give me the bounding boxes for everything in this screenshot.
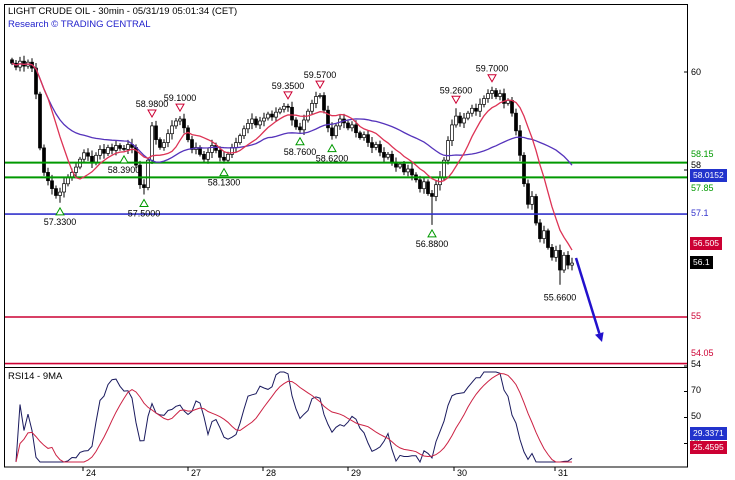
x-axis-label-29: 29 bbox=[351, 468, 362, 478]
svg-text:59.2600: 59.2600 bbox=[440, 85, 473, 95]
y-axis-tick-60: 60 bbox=[691, 67, 702, 77]
y-axis-tick-58: 58 bbox=[691, 160, 702, 170]
svg-text:58.9800: 58.9800 bbox=[136, 99, 169, 109]
rsi-panel-label: RSI14 - 9MA bbox=[8, 371, 63, 382]
x-axis-label-27: 27 bbox=[191, 468, 202, 478]
x-axis-label-30: 30 bbox=[457, 468, 468, 478]
svg-text:58.1300: 58.1300 bbox=[208, 178, 241, 188]
svg-text:55.6600: 55.6600 bbox=[544, 293, 577, 303]
svg-text:58.7600: 58.7600 bbox=[284, 147, 317, 157]
pivot-label-57-1: 57.1 bbox=[691, 208, 709, 218]
resistance-label-57-85: 57.85 bbox=[691, 183, 714, 193]
ma-slow-value-badge: 58.0152 bbox=[690, 169, 727, 182]
research-credit: Research © TRADING CENTRAL bbox=[8, 19, 151, 30]
x-axis-label-31: 31 bbox=[558, 468, 569, 478]
rsi-tick-50: 50 bbox=[691, 411, 702, 421]
resistance-label-58-15: 58.15 bbox=[691, 149, 714, 159]
last-price-badge: 56.1 bbox=[690, 256, 713, 269]
support-label-55: 55 bbox=[691, 311, 702, 321]
svg-text:57.3300: 57.3300 bbox=[44, 217, 77, 227]
x-axis-label-24: 24 bbox=[86, 468, 97, 478]
rsi-tick-70: 70 bbox=[691, 385, 702, 395]
svg-text:59.3500: 59.3500 bbox=[272, 81, 305, 91]
svg-text:59.1000: 59.1000 bbox=[164, 93, 197, 103]
svg-text:59.5700: 59.5700 bbox=[304, 70, 337, 80]
support-label-54-05: 54.05 bbox=[691, 348, 714, 358]
y-axis-tick-54: 54 bbox=[691, 359, 702, 369]
chart-title: LIGHT CRUDE OIL - 30min - 05/31/19 05:01… bbox=[8, 6, 238, 17]
svg-text:57.5000: 57.5000 bbox=[128, 209, 161, 219]
rsi-value-badge: 29.3371 bbox=[690, 427, 727, 440]
svg-text:58.6200: 58.6200 bbox=[316, 154, 349, 164]
svg-text:56.8800: 56.8800 bbox=[416, 239, 449, 249]
rsi-ma-value-badge: 25.4595 bbox=[690, 441, 727, 454]
ma-fast-value-badge: 56.505 bbox=[690, 237, 722, 250]
svg-text:59.7000: 59.7000 bbox=[476, 64, 509, 74]
svg-text:58.3900: 58.3900 bbox=[108, 165, 141, 175]
x-axis-label-28: 28 bbox=[266, 468, 277, 478]
